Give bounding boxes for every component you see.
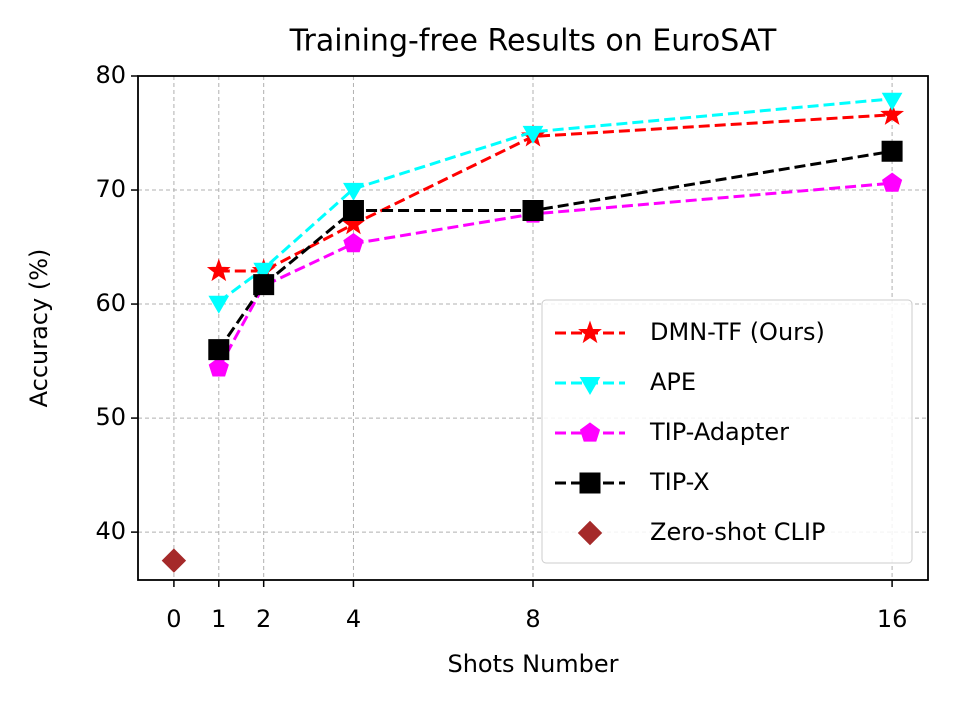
data-point <box>342 200 364 222</box>
legend-marker <box>579 377 601 396</box>
data-point <box>881 92 903 111</box>
chart-title: Training-free Results on EuroSAT <box>289 24 777 59</box>
plot-frame <box>137 75 929 581</box>
data-point <box>343 182 364 201</box>
legend-label: TIP-Adapter <box>649 418 789 446</box>
data-point <box>253 262 275 281</box>
legend-marker <box>579 422 601 442</box>
data-point <box>208 339 230 361</box>
data-point <box>253 274 275 296</box>
data-point <box>522 125 544 144</box>
data-point <box>208 295 230 314</box>
data-point <box>881 140 903 162</box>
data-point <box>343 232 364 253</box>
legend-marker <box>577 520 603 546</box>
legend-label: TIP-X <box>649 468 710 496</box>
x-tick-label: 1 <box>211 605 226 633</box>
legend-label: APE <box>650 368 696 396</box>
x-tick-label: 4 <box>346 605 361 633</box>
x-tick-label: 0 <box>166 605 181 633</box>
y-tick-label: 80 <box>95 61 126 89</box>
series-line <box>217 97 893 303</box>
data-point <box>880 102 904 125</box>
legend-marker <box>579 472 601 494</box>
y-tick-label: 70 <box>95 175 126 203</box>
data-point <box>208 357 229 377</box>
legend-label: Zero-shot CLIP <box>650 518 825 546</box>
legend-box <box>541 299 913 564</box>
data-point <box>522 200 544 222</box>
x-tick-label: 16 <box>877 605 908 633</box>
legend-marker <box>578 320 602 344</box>
y-tick-label: 60 <box>95 289 126 317</box>
y-axis-label: Accuracy (%) <box>25 249 53 408</box>
data-point <box>882 172 903 192</box>
x-tick-label: 8 <box>525 605 540 633</box>
x-tick-label: 2 <box>256 605 271 633</box>
x-axis-label: Shots Number <box>447 650 618 678</box>
data-point <box>161 548 187 573</box>
legend-label: DMN-TF (Ours) <box>650 318 825 346</box>
y-tick-label: 40 <box>95 517 126 545</box>
data-point <box>206 258 231 282</box>
y-tick-label: 50 <box>95 403 126 431</box>
